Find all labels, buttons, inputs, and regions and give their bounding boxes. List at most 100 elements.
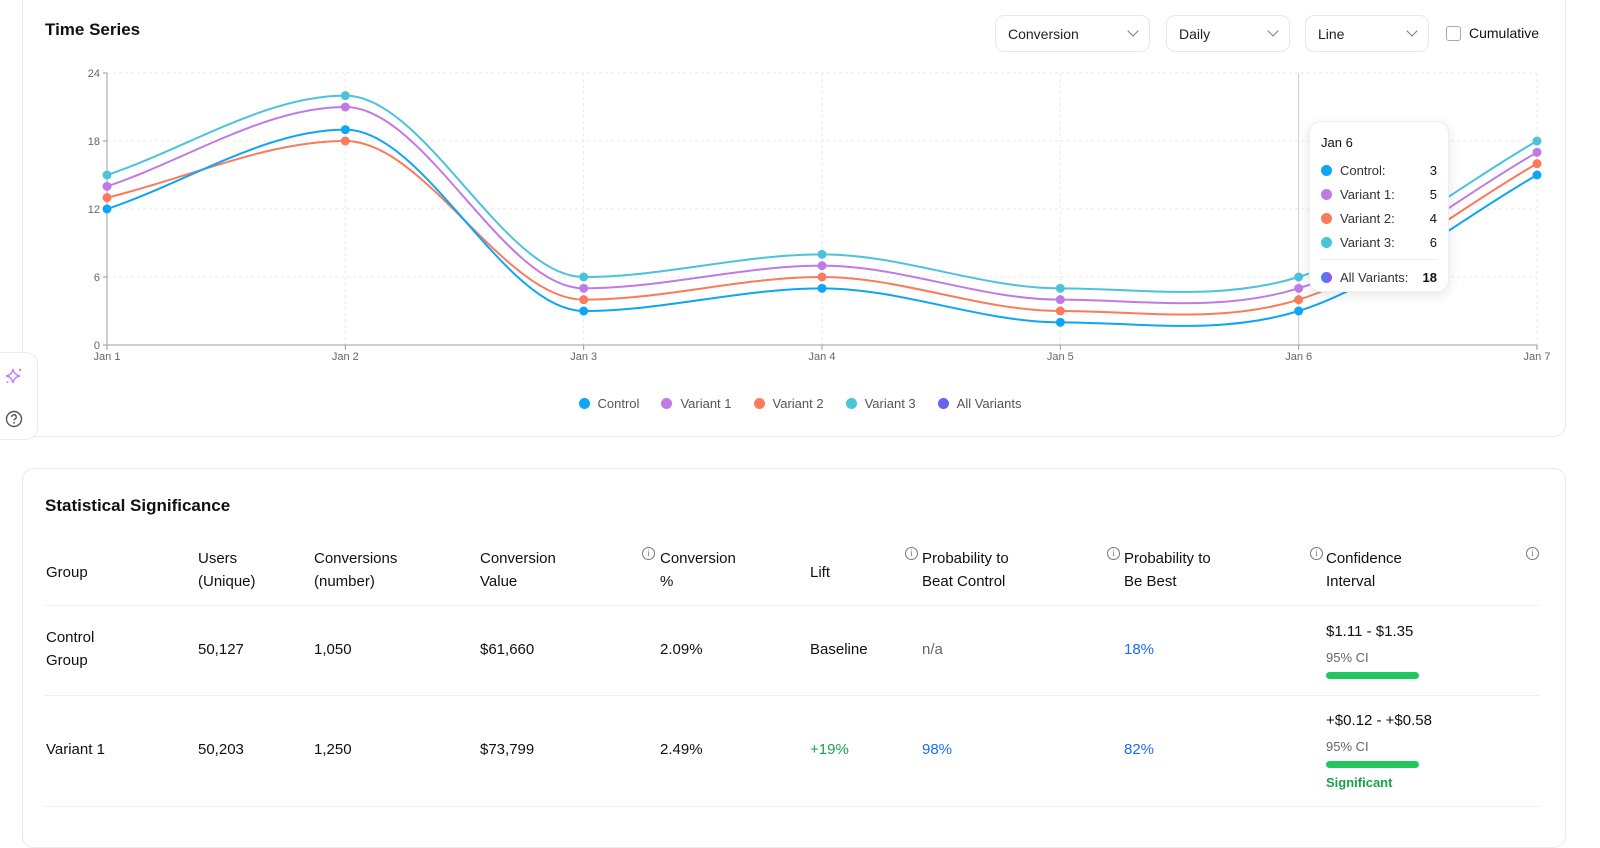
conversions-cell: 1,250: [314, 741, 352, 758]
chart-type-select[interactable]: Line: [1305, 15, 1429, 52]
value-cell: $73,799: [480, 741, 535, 758]
tooltip-label: Variant 2:: [1340, 210, 1395, 226]
tooltip-label: Control:: [1340, 162, 1386, 178]
pct-cell: 2.09%: [660, 641, 703, 658]
column-header-line: Beat Control: [922, 573, 1006, 590]
data-point: [1532, 159, 1542, 169]
data-point: [1532, 147, 1542, 157]
cumulative-label[interactable]: Cumulative: [1469, 25, 1540, 41]
x-tick-label: Jan 4: [809, 351, 836, 363]
group-cell: Variant 1: [46, 738, 105, 761]
series-dot: [1321, 164, 1332, 176]
metric-select-value: Conversion: [1008, 26, 1079, 42]
significance-status: Significant: [1326, 775, 1393, 790]
data-point: [1294, 295, 1304, 305]
data-point: [579, 306, 589, 316]
series-dot: [1321, 212, 1332, 224]
column-header-line: Lift: [810, 564, 831, 581]
divider: [44, 695, 1540, 696]
column-header-line: Conversions: [314, 550, 398, 567]
column-header-line: Confidence: [1326, 550, 1402, 567]
cumulative-checkbox[interactable]: [1446, 26, 1461, 41]
column-header-line: Be Best: [1124, 573, 1177, 590]
interval-select-value: Daily: [1179, 26, 1211, 42]
ci-bar: [1326, 761, 1419, 768]
metric-select[interactable]: Conversion: [995, 15, 1150, 52]
side-toolbar: [0, 352, 38, 440]
legend-label: Control: [597, 396, 640, 411]
data-point: [817, 249, 827, 259]
legend-dot: [753, 398, 765, 409]
legend-item[interactable]: All Variants: [937, 396, 1021, 411]
value-cell: $61,660: [480, 641, 535, 658]
x-tick-label: Jan 1: [94, 351, 121, 363]
info-icon[interactable]: i: [642, 547, 655, 560]
significance-card: [22, 468, 1566, 848]
users-cell: 50,203: [198, 741, 244, 758]
legend-label: Variant 3: [864, 396, 916, 411]
data-point: [340, 91, 350, 101]
column-header: Confidence Interval: [1326, 547, 1402, 593]
x-tick-label: Jan 6: [1285, 351, 1312, 363]
data-point: [1294, 306, 1304, 316]
tooltip-row: Control: 3: [1321, 158, 1437, 182]
column-header-line: Interval: [1326, 573, 1376, 590]
info-icon[interactable]: i: [1310, 547, 1323, 560]
y-tick-label: 18: [88, 136, 100, 148]
column-header: Probability to Beat Control: [922, 547, 1009, 593]
group-name-line: Control: [46, 629, 95, 646]
legend-label: Variant 1: [680, 396, 732, 411]
significance-title: Statistical Significance: [45, 496, 231, 515]
legend-item[interactable]: Variant 2: [753, 396, 824, 411]
data-point: [102, 193, 112, 203]
group-cell: Control Group: [46, 626, 94, 672]
divider: [44, 605, 1540, 606]
data-point: [102, 204, 112, 214]
help-icon[interactable]: [5, 410, 23, 428]
group-name-line: Variant 1: [46, 741, 105, 758]
legend-item[interactable]: Variant 1: [661, 396, 732, 411]
data-point: [1055, 306, 1065, 316]
data-point: [817, 283, 827, 293]
legend-label: Variant 2: [772, 396, 824, 411]
pct-cell: 2.49%: [660, 741, 703, 758]
data-point: [102, 170, 112, 180]
y-tick-label: 0: [94, 340, 100, 352]
tooltip-title: Jan 6: [1321, 135, 1353, 150]
info-icon[interactable]: i: [905, 547, 918, 560]
x-tick-label: Jan 5: [1047, 351, 1074, 363]
column-header: Conversion Value: [480, 547, 556, 593]
ci-range: +$0.12 - +$0.58: [1326, 712, 1432, 729]
all-variants-dot: [1321, 271, 1332, 283]
info-icon[interactable]: i: [1526, 547, 1539, 560]
column-header-line: (Unique): [198, 573, 256, 590]
ci-range: $1.11 - $1.35: [1326, 623, 1414, 640]
legend-dot: [845, 398, 857, 409]
column-header-line: Value: [480, 573, 518, 590]
tooltip-row: Variant 3: 6: [1321, 230, 1437, 254]
data-point: [817, 272, 827, 282]
column-header: Conversion%: [660, 547, 736, 593]
legend-item[interactable]: Control: [578, 396, 640, 411]
x-tick-label: Jan 2: [332, 351, 359, 363]
beat-cell: 98%: [922, 741, 953, 758]
sparkle-icon[interactable]: [4, 366, 24, 386]
column-header-line: Group: [46, 564, 88, 581]
column-header-line: Users: [198, 550, 238, 567]
column-header-line: Probability to: [1124, 550, 1211, 567]
tooltip-value: 18: [1422, 269, 1437, 285]
interval-select[interactable]: Daily: [1166, 15, 1290, 52]
column-header: Lift: [810, 561, 830, 584]
data-point: [817, 261, 827, 271]
legend-item[interactable]: Variant 3: [845, 396, 916, 411]
ci-label: 95% CI: [1326, 739, 1369, 754]
time-series-title: Time Series: [45, 20, 141, 39]
x-tick-label: Jan 3: [570, 351, 597, 363]
tooltip-total-row: All Variants: 18: [1321, 265, 1437, 289]
data-point: [1532, 136, 1542, 146]
ci-label: 95% CI: [1326, 650, 1369, 665]
info-icon[interactable]: i: [1107, 547, 1120, 560]
tooltip-value: 5: [1429, 186, 1437, 202]
column-header-line: (number): [314, 573, 375, 590]
column-header: Users (Unique): [198, 547, 256, 593]
